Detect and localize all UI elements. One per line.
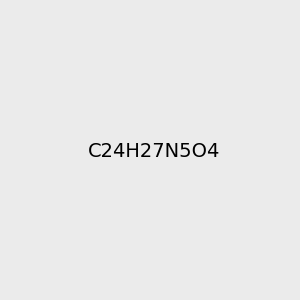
Text: C24H27N5O4: C24H27N5O4 [88,142,220,161]
